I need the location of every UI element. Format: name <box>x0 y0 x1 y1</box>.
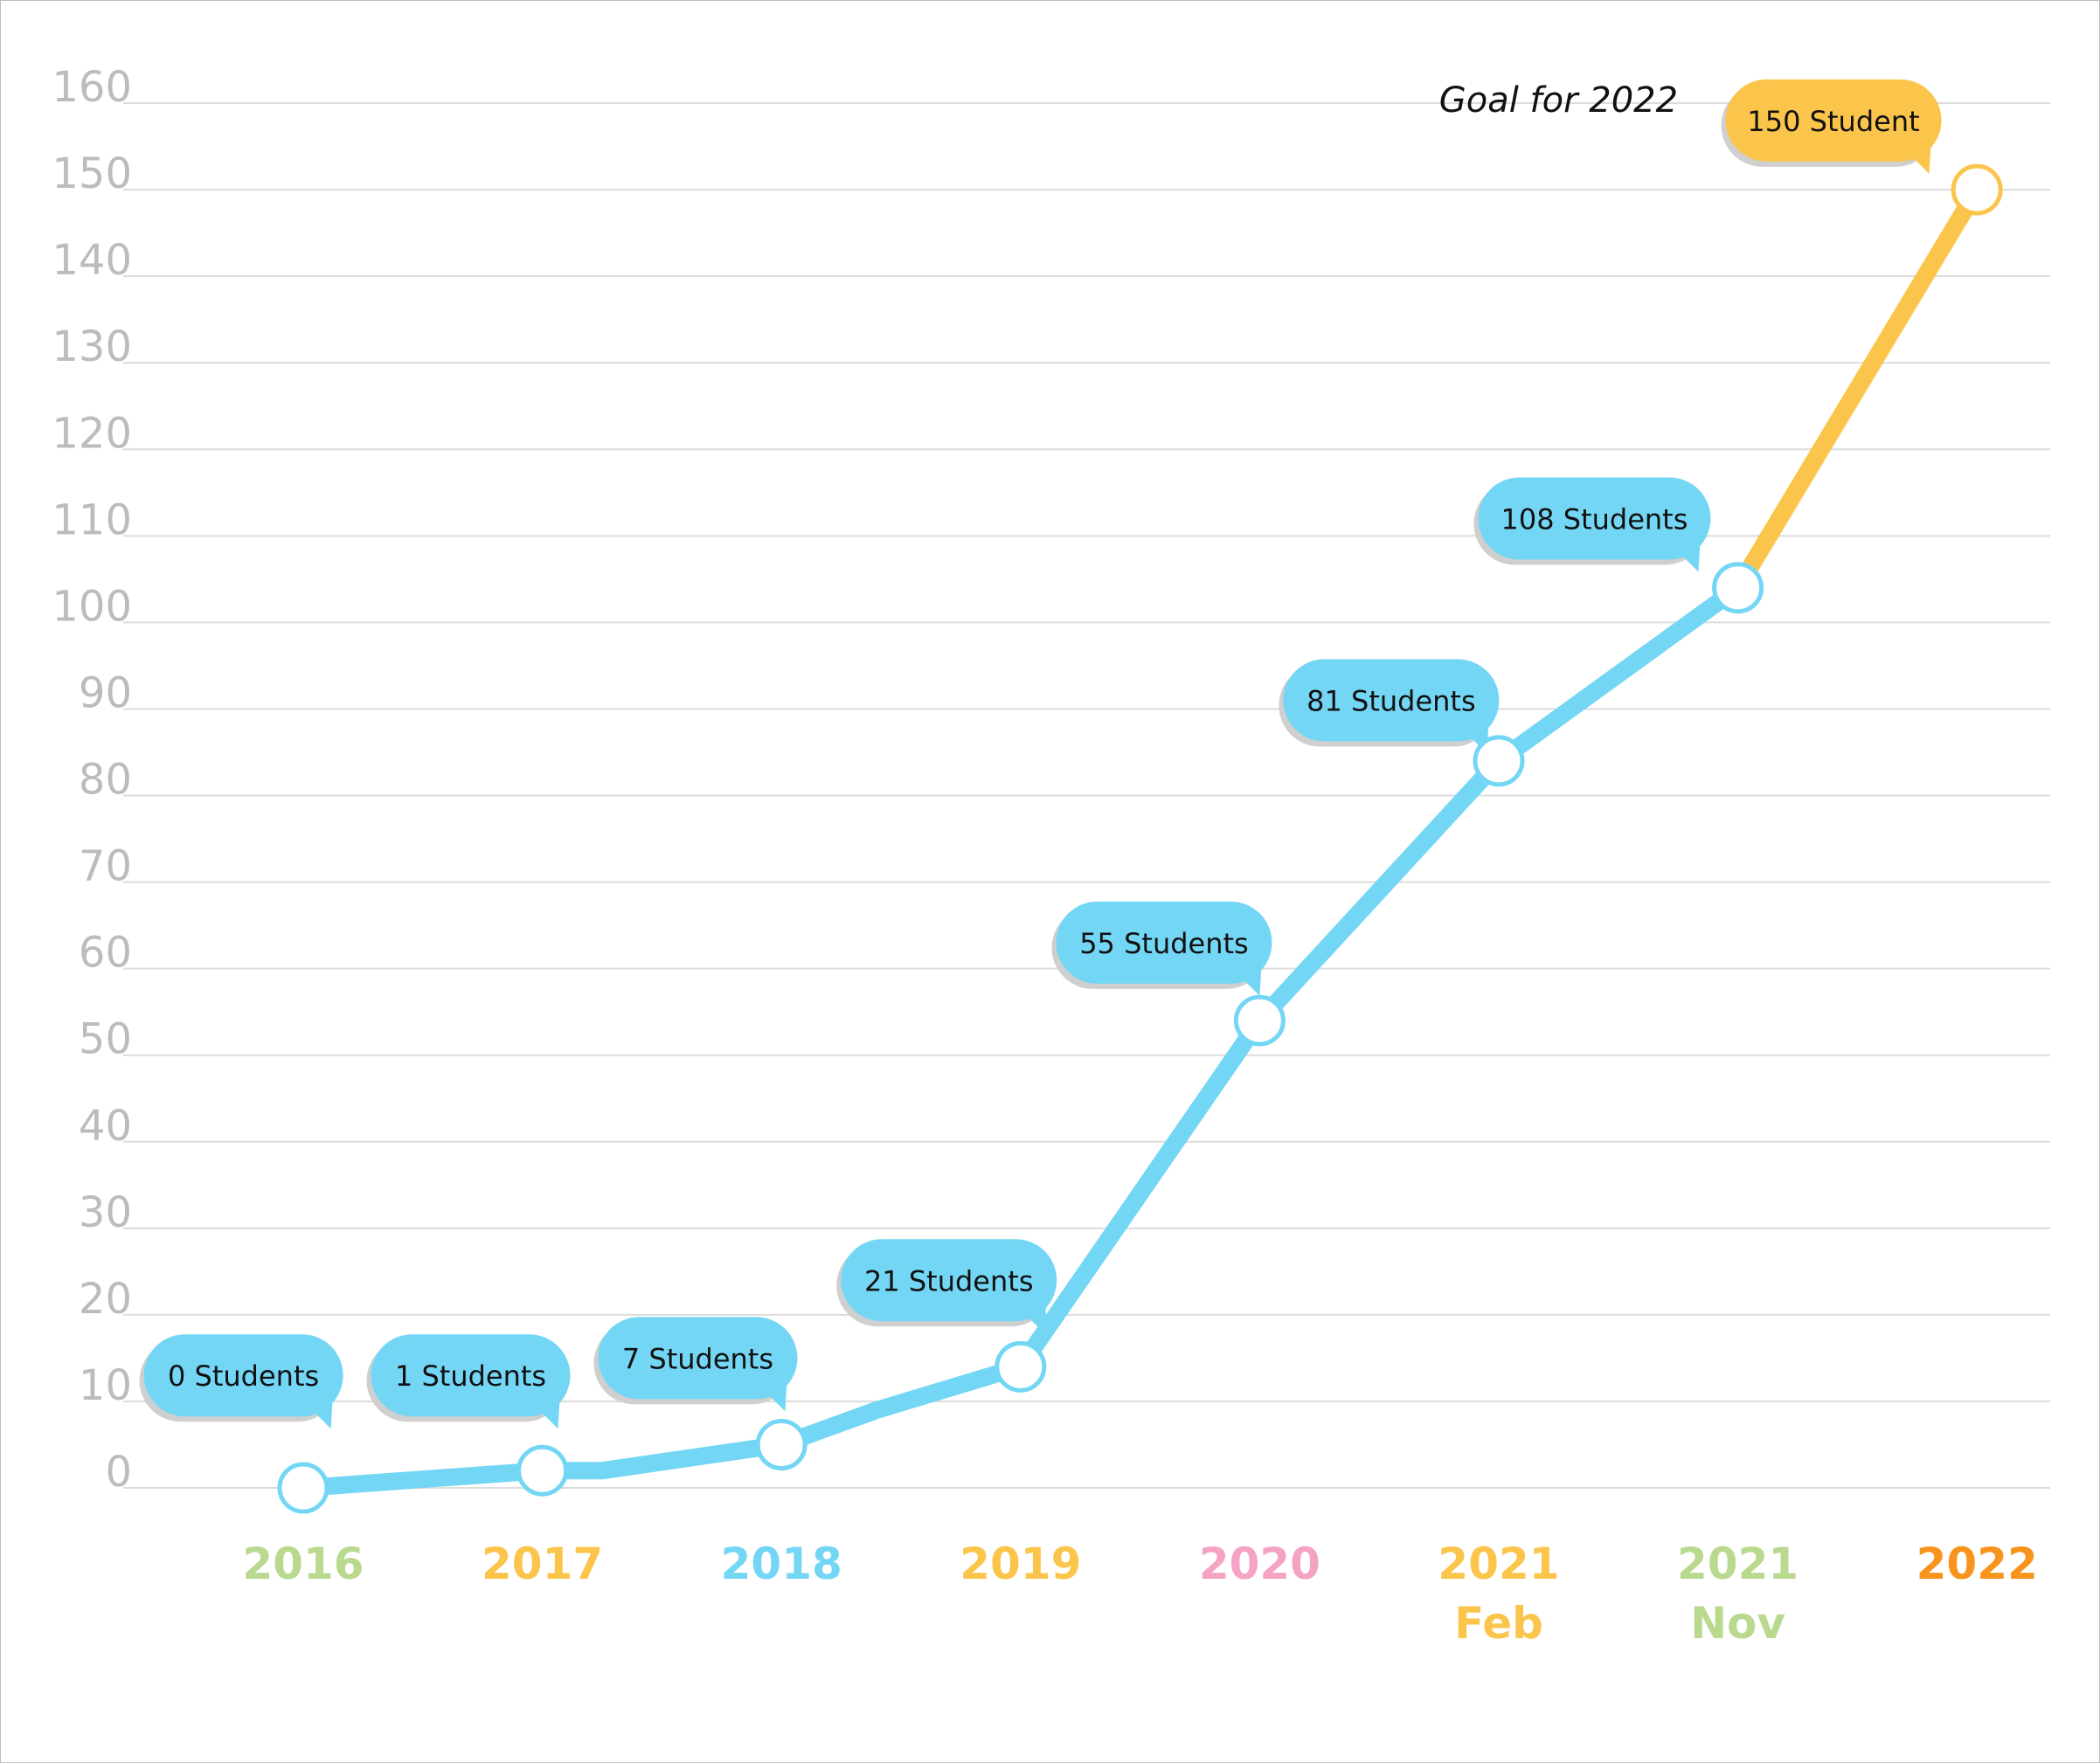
y-tick-label: 10 <box>79 1361 132 1410</box>
y-tick-label: 110 <box>52 495 132 544</box>
y-tick-label: 20 <box>79 1275 132 1324</box>
goal-label: Goal for 2022 <box>1439 80 1678 121</box>
y-tick-label: 40 <box>79 1102 132 1151</box>
y-tick-label: 90 <box>79 668 132 717</box>
series-line-1 <box>1729 181 1986 597</box>
callout-bubble <box>143 1334 343 1417</box>
data-point-marker <box>1473 735 1525 787</box>
y-tick-label: 60 <box>79 929 132 978</box>
callout-label: 81 Students <box>1306 685 1476 718</box>
callout-label: 0 Students <box>168 1359 319 1393</box>
y-tick-label: 130 <box>52 322 132 371</box>
x-tick-label: 2017 <box>482 1539 603 1589</box>
callout-bubble <box>1478 477 1711 560</box>
callout: 55 Students <box>1051 901 1272 996</box>
callout: 0 Students <box>139 1334 343 1429</box>
callout-bubble <box>1283 659 1500 742</box>
callout-label: 150 Student <box>1747 105 1919 138</box>
series-lines <box>295 181 1986 1497</box>
callout-bubble <box>841 1239 1057 1322</box>
x-tick-sublabel: Nov <box>1690 1598 1785 1649</box>
y-tick-label: 140 <box>52 236 132 285</box>
x-axis-ticks: 2016 2017 2018 2019 2020 2021 Feb 2021 Nov 2022 <box>242 1539 2037 1649</box>
callout-bubble <box>598 1317 798 1400</box>
x-tick-label: 2019 <box>960 1539 1081 1589</box>
x-tick-label: 2021 <box>1677 1539 1799 1589</box>
y-tick-label: 50 <box>79 1015 132 1064</box>
y-axis-ticks: 0 10 20 30 40 50 60 70 80 90 100 110 120 130 140 150 160 <box>52 63 132 1497</box>
data-point-marker <box>1712 562 1764 614</box>
x-tick-label: 2021 <box>1438 1539 1559 1589</box>
goal-annotation: Goal for 2022 <box>1439 80 1678 121</box>
callout-bubble <box>1725 79 1942 162</box>
callout: 21 Students <box>836 1239 1057 1334</box>
x-tick-label: 2022 <box>1916 1539 2038 1589</box>
x-tick-label: 2016 <box>242 1539 364 1589</box>
callout: 108 Students <box>1473 477 1711 572</box>
x-tick-label: 2020 <box>1199 1539 1320 1589</box>
callout-bubble <box>371 1334 571 1417</box>
data-point-marker <box>1951 163 2003 216</box>
callout-bubble <box>1056 901 1272 984</box>
callout-label: 55 Students <box>1079 927 1249 960</box>
y-tick-label: 30 <box>79 1188 132 1237</box>
y-tick-label: 120 <box>52 409 132 458</box>
data-point-marker <box>1233 994 1286 1047</box>
x-tick-label: 2018 <box>721 1539 842 1589</box>
callout-label: 7 Students <box>622 1342 773 1375</box>
y-tick-label: 160 <box>52 63 132 112</box>
y-tick-label: 0 <box>105 1448 132 1497</box>
y-tick-label: 80 <box>79 756 132 805</box>
x-tick-sublabel: Feb <box>1454 1598 1543 1649</box>
data-point-marker <box>516 1444 569 1497</box>
callout: 7 Students <box>593 1317 798 1412</box>
y-tick-label: 100 <box>52 582 132 631</box>
y-tick-label: 70 <box>79 842 132 891</box>
data-point-marker <box>995 1340 1047 1393</box>
callout: 150 Student <box>1721 79 1942 174</box>
callouts: 0 Students 1 Students 7 Students 21 Student… <box>139 79 1942 1429</box>
callout-label: 108 Students <box>1500 503 1688 536</box>
callout: 81 Students <box>1279 659 1500 754</box>
callout-label: 1 Students <box>395 1359 546 1393</box>
gridlines <box>123 102 2050 1489</box>
data-point-marker <box>277 1462 329 1514</box>
data-point-marker <box>755 1418 807 1470</box>
y-tick-label: 150 <box>52 149 132 198</box>
callout: 1 Students <box>366 1334 571 1429</box>
data-markers <box>277 163 2003 1514</box>
callout-label: 21 Students <box>864 1264 1034 1297</box>
